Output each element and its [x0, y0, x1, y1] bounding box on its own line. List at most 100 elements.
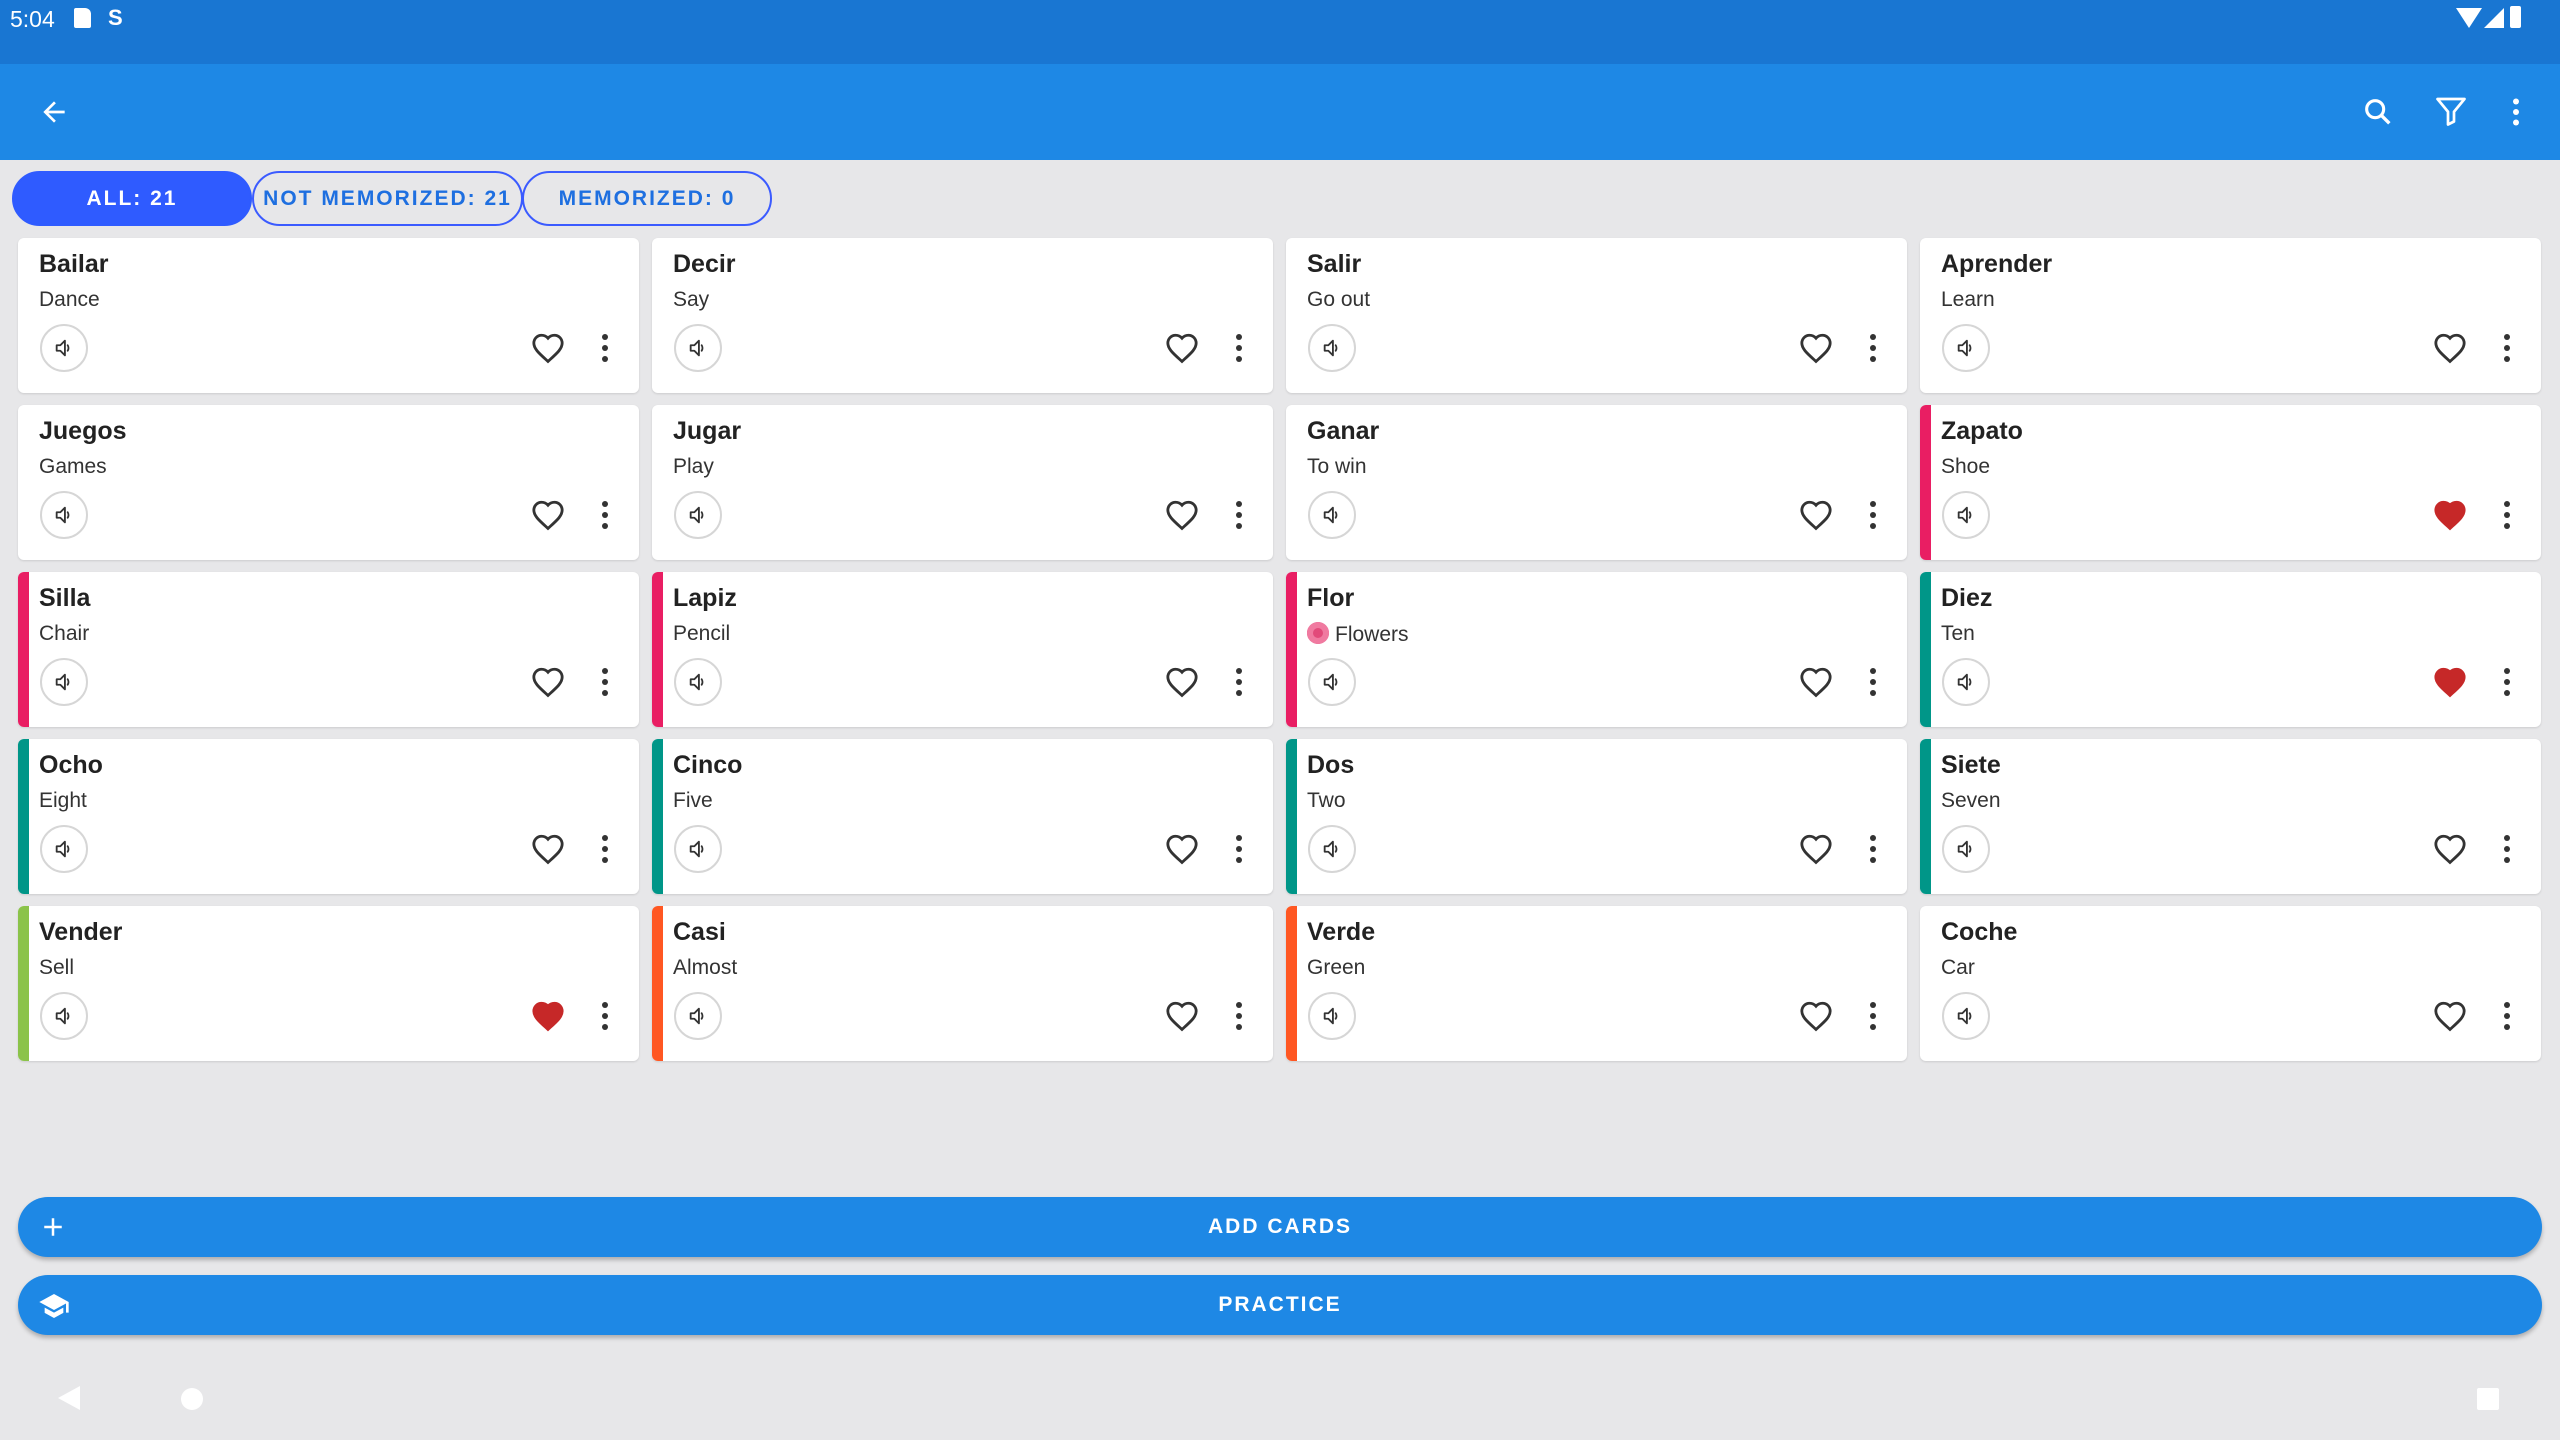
- card-meaning-text: Two: [1307, 789, 1346, 812]
- card-more-icon[interactable]: [1868, 833, 1878, 865]
- speaker-button[interactable]: [674, 491, 722, 539]
- speaker-button[interactable]: [40, 324, 88, 372]
- heart-outline-icon[interactable]: [531, 666, 565, 698]
- flashcard[interactable]: Casi Almost: [652, 906, 1273, 1061]
- card-more-icon[interactable]: [2502, 332, 2512, 364]
- heart-outline-icon[interactable]: [1799, 332, 1833, 364]
- speaker-button[interactable]: [1308, 491, 1356, 539]
- card-more-icon[interactable]: [1868, 499, 1878, 531]
- heart-outline-icon[interactable]: [2433, 833, 2467, 865]
- heart-outline-icon[interactable]: [1165, 332, 1199, 364]
- card-more-icon[interactable]: [1234, 1000, 1244, 1032]
- heart-filled-icon[interactable]: [531, 1000, 565, 1032]
- practice-button[interactable]: PRACTICE: [18, 1275, 2542, 1335]
- speaker-button[interactable]: [1942, 324, 1990, 372]
- card-more-icon[interactable]: [1868, 666, 1878, 698]
- speaker-button[interactable]: [674, 324, 722, 372]
- filter-icon[interactable]: [2433, 93, 2469, 129]
- speaker-button[interactable]: [40, 825, 88, 873]
- speaker-button[interactable]: [1308, 992, 1356, 1040]
- flashcard[interactable]: Diez Ten: [1920, 572, 2541, 727]
- card-more-icon[interactable]: [1868, 332, 1878, 364]
- card-meaning-text: Green: [1307, 956, 1366, 979]
- flashcard[interactable]: Flor Flowers: [1286, 572, 1907, 727]
- speaker-button[interactable]: [40, 491, 88, 539]
- flashcard[interactable]: Ocho Eight: [18, 739, 639, 894]
- speaker-button[interactable]: [1942, 658, 1990, 706]
- search-icon[interactable]: [2361, 95, 2395, 129]
- overflow-menu-icon[interactable]: [2504, 94, 2528, 130]
- flashcard[interactable]: Jugar Play: [652, 405, 1273, 560]
- heart-outline-icon[interactable]: [1799, 499, 1833, 531]
- flashcard[interactable]: Salir Go out: [1286, 238, 1907, 393]
- nav-recents-icon[interactable]: [2477, 1388, 2499, 1410]
- heart-outline-icon[interactable]: [1799, 1000, 1833, 1032]
- speaker-button[interactable]: [1308, 324, 1356, 372]
- flashcard[interactable]: Ganar To win: [1286, 405, 1907, 560]
- speaker-button[interactable]: [1308, 658, 1356, 706]
- card-more-icon[interactable]: [2502, 833, 2512, 865]
- chip-not-memorized[interactable]: NOT MEMORIZED: 21: [252, 171, 523, 226]
- card-more-icon[interactable]: [600, 499, 610, 531]
- flashcard[interactable]: Vender Sell: [18, 906, 639, 1061]
- heart-outline-icon[interactable]: [2433, 1000, 2467, 1032]
- card-more-icon[interactable]: [1234, 332, 1244, 364]
- heart-outline-icon[interactable]: [531, 499, 565, 531]
- card-more-icon[interactable]: [600, 666, 610, 698]
- flashcard[interactable]: Lapiz Pencil: [652, 572, 1273, 727]
- heart-outline-icon[interactable]: [531, 833, 565, 865]
- heart-outline-icon[interactable]: [2433, 332, 2467, 364]
- speaker-button[interactable]: [674, 825, 722, 873]
- speaker-icon: [1321, 337, 1343, 359]
- heart-outline-icon[interactable]: [1799, 833, 1833, 865]
- heart-outline-icon[interactable]: [1165, 833, 1199, 865]
- flashcard[interactable]: Aprender Learn: [1920, 238, 2541, 393]
- heart-outline-icon[interactable]: [1165, 499, 1199, 531]
- speaker-icon: [687, 337, 709, 359]
- card-more-icon[interactable]: [1868, 1000, 1878, 1032]
- flashcard[interactable]: Coche Car: [1920, 906, 2541, 1061]
- heart-outline-icon[interactable]: [531, 332, 565, 364]
- speaker-button[interactable]: [1942, 491, 1990, 539]
- speaker-button[interactable]: [40, 658, 88, 706]
- card-more-icon[interactable]: [1234, 833, 1244, 865]
- chip-all[interactable]: ALL: 21: [12, 171, 252, 226]
- card-more-icon[interactable]: [600, 332, 610, 364]
- card-more-icon[interactable]: [600, 1000, 610, 1032]
- heart-outline-icon[interactable]: [1165, 666, 1199, 698]
- flashcard[interactable]: Decir Say: [652, 238, 1273, 393]
- speaker-button[interactable]: [40, 992, 88, 1040]
- flashcard[interactable]: Juegos Games: [18, 405, 639, 560]
- flashcard[interactable]: Verde Green: [1286, 906, 1907, 1061]
- category-stripe: [1286, 572, 1297, 727]
- heart-filled-icon[interactable]: [2433, 666, 2467, 698]
- card-more-icon[interactable]: [600, 833, 610, 865]
- speaker-button[interactable]: [1308, 825, 1356, 873]
- card-more-icon[interactable]: [2502, 499, 2512, 531]
- nav-back-icon[interactable]: [58, 1386, 80, 1410]
- card-more-icon[interactable]: [2502, 1000, 2512, 1032]
- flashcard[interactable]: Dos Two: [1286, 739, 1907, 894]
- flashcard[interactable]: Cinco Five: [652, 739, 1273, 894]
- back-arrow-icon[interactable]: [38, 96, 70, 128]
- speaker-button[interactable]: [1942, 825, 1990, 873]
- card-more-icon[interactable]: [1234, 666, 1244, 698]
- card-more-icon[interactable]: [2502, 666, 2512, 698]
- card-more-icon[interactable]: [1234, 499, 1244, 531]
- speaker-button[interactable]: [674, 658, 722, 706]
- flashcard[interactable]: Silla Chair: [18, 572, 639, 727]
- card-meaning: Sell: [39, 956, 74, 980]
- heart-outline-icon[interactable]: [1799, 666, 1833, 698]
- heart-outline-icon[interactable]: [1165, 1000, 1199, 1032]
- flashcard[interactable]: Siete Seven: [1920, 739, 2541, 894]
- speaker-button[interactable]: [674, 992, 722, 1040]
- nav-home-icon[interactable]: [181, 1388, 203, 1410]
- speaker-button[interactable]: [1942, 992, 1990, 1040]
- flashcard[interactable]: Bailar Dance: [18, 238, 639, 393]
- add-cards-button[interactable]: ADD CARDS: [18, 1197, 2542, 1257]
- chip-memorized[interactable]: MEMORIZED: 0: [522, 171, 772, 226]
- flashcard[interactable]: Zapato Shoe: [1920, 405, 2541, 560]
- heart-filled-icon[interactable]: [2433, 499, 2467, 531]
- card-meaning-text: Learn: [1941, 288, 1995, 311]
- card-word: Ganar: [1307, 417, 1380, 445]
